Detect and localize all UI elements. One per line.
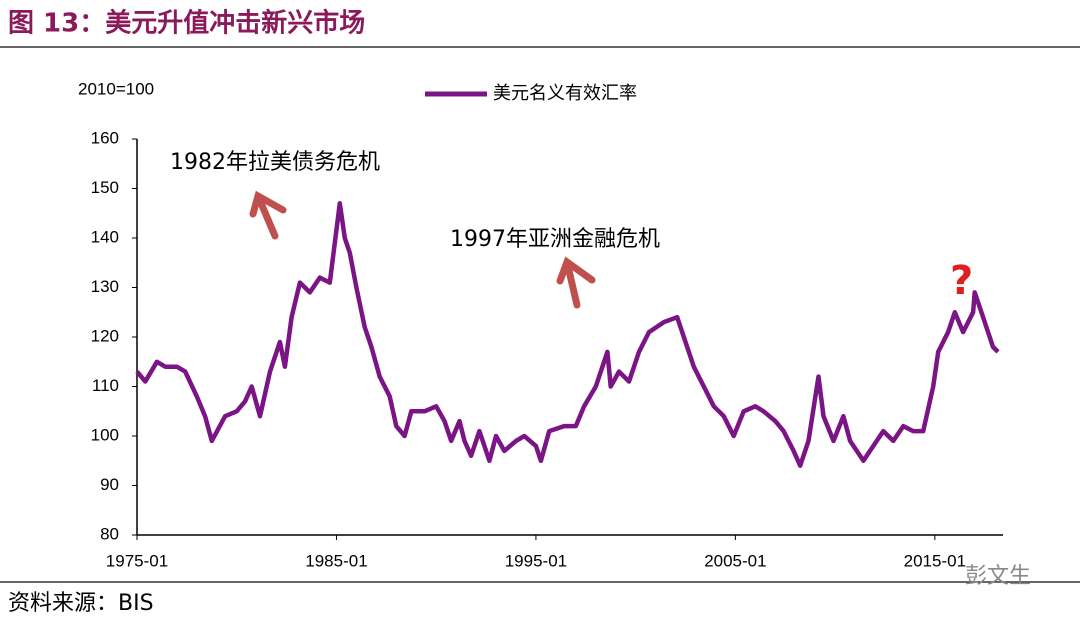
chart-title: 图 13：美元升值冲击新兴市场 <box>8 8 365 39</box>
y-axis-label: 2010=100 <box>78 79 154 98</box>
annotation: 1982年拉美债务危机 <box>170 150 380 175</box>
y-tick-label: 130 <box>91 277 119 296</box>
y-tick-label: 160 <box>91 128 119 147</box>
x-tick-label: 1975-01 <box>106 551 168 570</box>
watermark: 彭文生 <box>965 564 1031 589</box>
source: 资料来源：BIS <box>8 591 154 616</box>
x-tick-label: 1985-01 <box>305 551 367 570</box>
x-tick-label: 2005-01 <box>704 551 766 570</box>
y-tick-label: 140 <box>91 227 119 246</box>
arrow <box>249 190 596 309</box>
x-tick-label: 1995-01 <box>505 551 567 570</box>
y-tick-label: 110 <box>92 376 119 395</box>
y-tick-label: 80 <box>100 524 119 543</box>
y-tick-label: 150 <box>91 178 119 197</box>
annotation: 1997年亚洲金融危机 <box>450 227 660 252</box>
y-tick-label: 100 <box>91 425 119 444</box>
legend-label: 美元名义有效汇率 <box>493 83 637 104</box>
line-series <box>135 201 1000 468</box>
y-tick-label: 90 <box>100 475 119 494</box>
annotation: ? <box>950 258 973 304</box>
y-tick-label: 120 <box>91 326 119 345</box>
x-tick-label: 2015-01 <box>904 551 966 570</box>
